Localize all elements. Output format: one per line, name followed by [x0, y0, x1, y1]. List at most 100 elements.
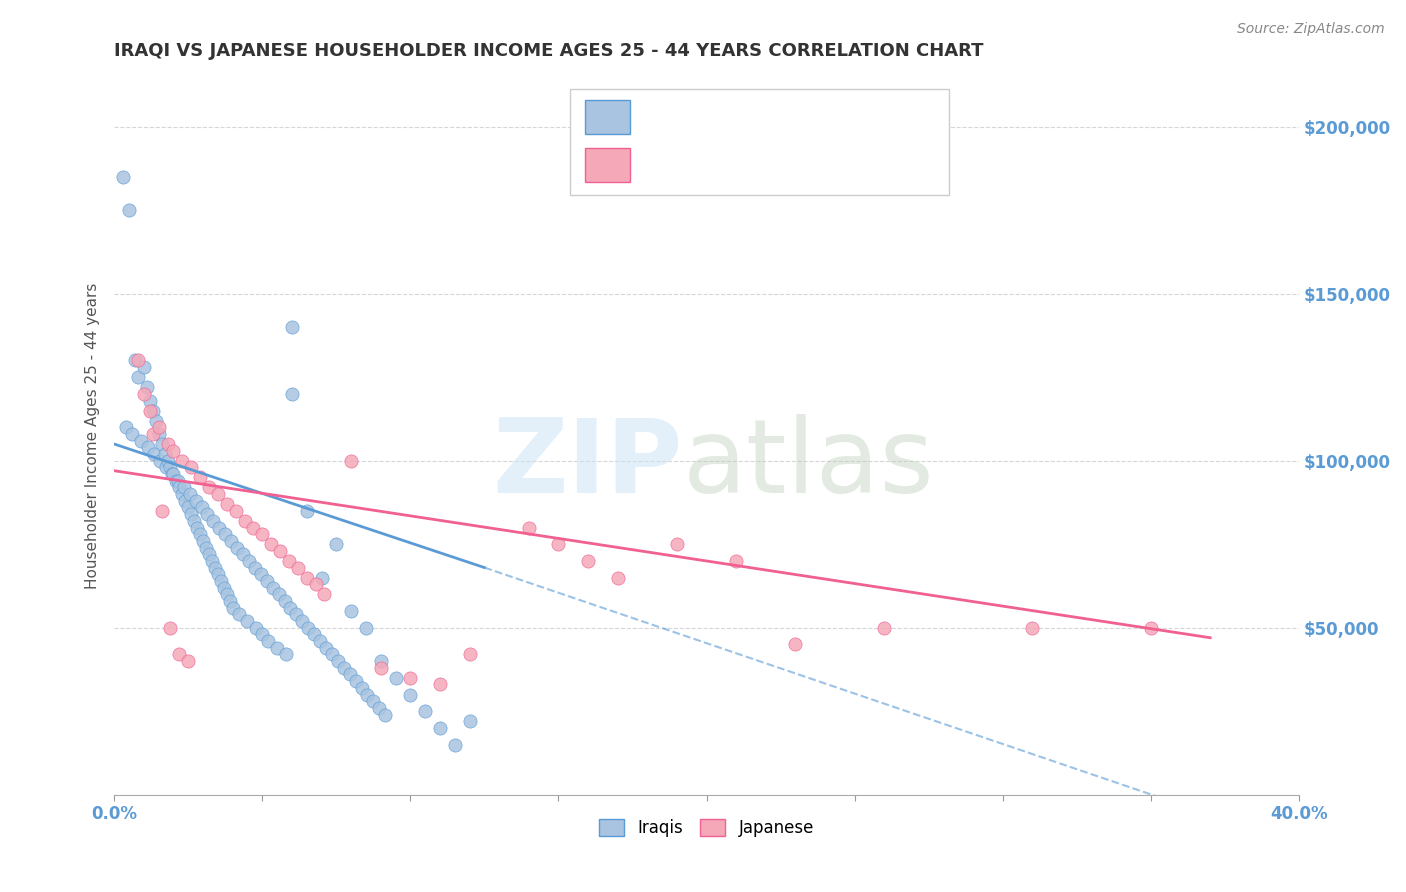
Point	[148, 427, 170, 442]
Point	[384, 671, 406, 685]
Point	[218, 594, 240, 608]
Point	[725, 554, 748, 568]
Point	[399, 671, 422, 685]
Point	[148, 420, 170, 434]
Point	[184, 493, 207, 508]
Point	[115, 420, 138, 434]
FancyBboxPatch shape	[585, 148, 630, 182]
Point	[136, 441, 159, 455]
Point	[665, 537, 688, 551]
Point	[159, 460, 181, 475]
Point	[162, 467, 184, 481]
Point	[201, 554, 224, 568]
Point	[180, 460, 202, 475]
Point	[208, 520, 231, 534]
Point	[340, 604, 363, 618]
Point	[278, 554, 301, 568]
Point	[191, 533, 214, 548]
Point	[173, 480, 195, 494]
Point	[132, 360, 155, 375]
Point	[165, 474, 187, 488]
Point	[160, 467, 183, 481]
Point	[156, 453, 179, 467]
Point	[150, 437, 173, 451]
Point	[243, 560, 266, 574]
Point	[399, 688, 422, 702]
Point	[249, 567, 271, 582]
Point	[124, 353, 146, 368]
Point	[212, 581, 235, 595]
Point	[458, 714, 481, 729]
Point	[197, 507, 219, 521]
Point	[204, 560, 226, 574]
Point	[172, 453, 194, 467]
Legend: Iraqis, Japanese: Iraqis, Japanese	[593, 813, 821, 844]
Point	[112, 169, 135, 184]
Point	[443, 738, 465, 752]
Point	[363, 694, 385, 708]
Point	[291, 614, 314, 628]
Text: ZIP: ZIP	[492, 414, 683, 515]
Point	[207, 487, 229, 501]
Point	[1140, 621, 1163, 635]
Point	[785, 637, 807, 651]
Point	[304, 577, 326, 591]
Point	[873, 621, 896, 635]
Point	[129, 434, 152, 448]
FancyBboxPatch shape	[585, 100, 630, 134]
Point	[169, 648, 191, 662]
Point	[150, 504, 173, 518]
Point	[142, 427, 165, 442]
Point	[183, 514, 205, 528]
Point	[215, 497, 238, 511]
Point	[297, 621, 319, 635]
Point	[177, 500, 200, 515]
Point	[339, 667, 361, 681]
Point	[238, 554, 260, 568]
Text: R = -0.226: R = -0.226	[644, 108, 747, 126]
Point	[198, 480, 221, 494]
Point	[209, 574, 232, 588]
Point	[326, 654, 349, 668]
Point	[260, 537, 283, 551]
Point	[118, 203, 141, 218]
Point	[180, 507, 202, 521]
Point	[153, 447, 176, 461]
Point	[121, 427, 143, 442]
Point	[344, 674, 367, 689]
Point	[252, 527, 274, 541]
Point	[281, 320, 304, 334]
Point	[155, 460, 177, 475]
Text: Source: ZipAtlas.com: Source: ZipAtlas.com	[1237, 22, 1385, 37]
Point	[374, 707, 396, 722]
Point	[219, 533, 242, 548]
Point	[127, 370, 149, 384]
Point	[269, 544, 291, 558]
Point	[280, 600, 302, 615]
Point	[233, 514, 256, 528]
Point	[174, 493, 197, 508]
Point	[172, 487, 194, 501]
Point	[177, 654, 200, 668]
Point	[156, 437, 179, 451]
Point	[142, 403, 165, 417]
Point	[354, 621, 377, 635]
Point	[429, 677, 451, 691]
Point	[236, 614, 259, 628]
Point	[273, 594, 295, 608]
Text: N = 100: N = 100	[820, 108, 897, 126]
Point	[225, 504, 247, 518]
Point	[309, 634, 332, 648]
Point	[145, 414, 167, 428]
Point	[321, 648, 343, 662]
Point	[190, 500, 212, 515]
Point	[266, 640, 288, 655]
Point	[214, 527, 236, 541]
Point	[332, 661, 354, 675]
Point	[257, 634, 280, 648]
Point	[228, 607, 250, 622]
Point	[169, 480, 191, 494]
Point	[314, 587, 336, 601]
Point	[576, 554, 599, 568]
FancyBboxPatch shape	[571, 89, 949, 195]
